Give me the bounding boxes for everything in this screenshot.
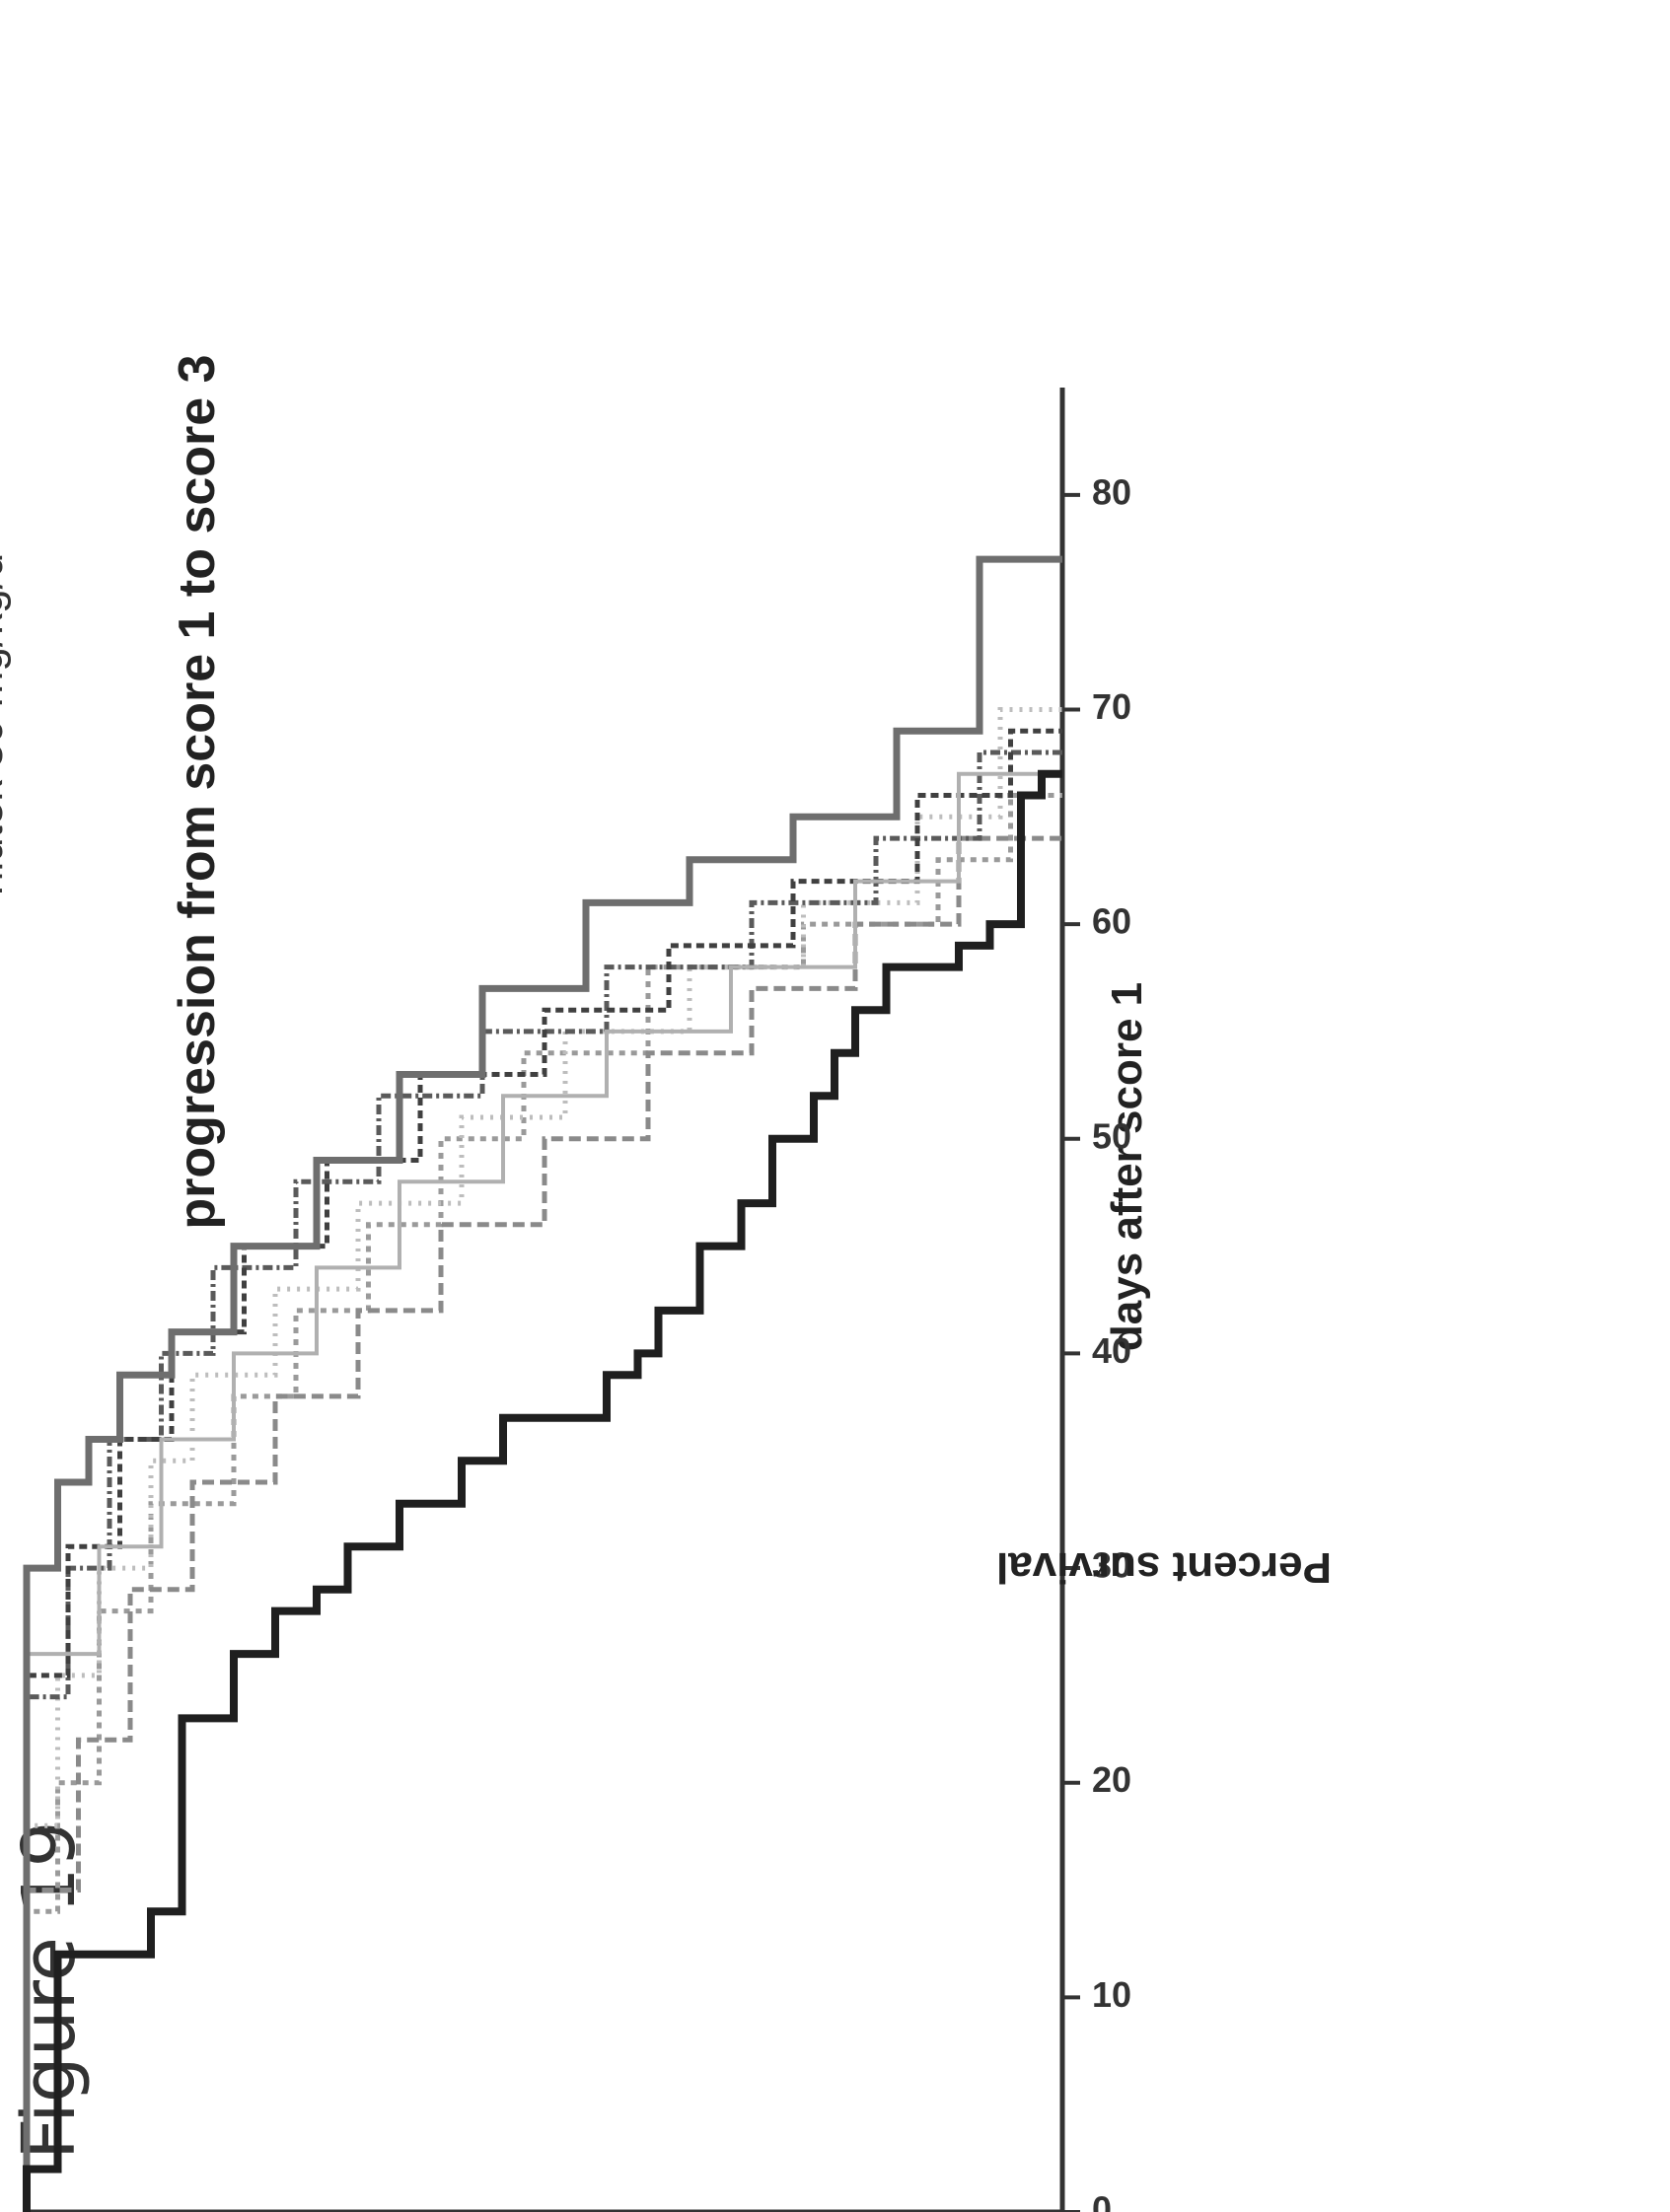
series-line-8	[23, 769, 1062, 2212]
series-line-7	[23, 555, 1062, 2212]
x-tick-label: 30	[1092, 1545, 1131, 1586]
x-tick-label: 0	[1092, 2189, 1112, 2212]
legend-label-1: rilutek 30 mg/kg/d	[0, 553, 12, 895]
series-line-2	[24, 707, 1062, 2212]
series-line-3	[24, 835, 1062, 2212]
x-tick-label: 80	[1092, 471, 1131, 512]
x-tick-label: 60	[1092, 901, 1131, 942]
chart: progression from score 1 to score 3 days…	[0, 354, 1151, 2212]
y-axis-title: Percent survival	[996, 1543, 1332, 1592]
figure-label: Figure 19	[7, 1820, 92, 2160]
legend: rilutek 30 mg/kg/dpropanolol 10 mg/kg/do…	[0, 553, 12, 895]
x-tick-label: 20	[1092, 1759, 1131, 1800]
series-line-4	[24, 749, 1062, 2212]
chart-title: progression from score 1 to score 3	[169, 354, 226, 1229]
x-tick-label: 40	[1092, 1330, 1131, 1371]
plot-area: 01020304050607080020406080100	[23, 388, 1131, 2212]
x-tick-label: 70	[1092, 686, 1131, 727]
series-line-6	[25, 771, 1062, 2212]
x-axis-title: days after score 1	[1103, 982, 1151, 1351]
x-tick-label: 10	[1092, 1974, 1131, 2015]
x-tick-label: 50	[1092, 1115, 1131, 1156]
